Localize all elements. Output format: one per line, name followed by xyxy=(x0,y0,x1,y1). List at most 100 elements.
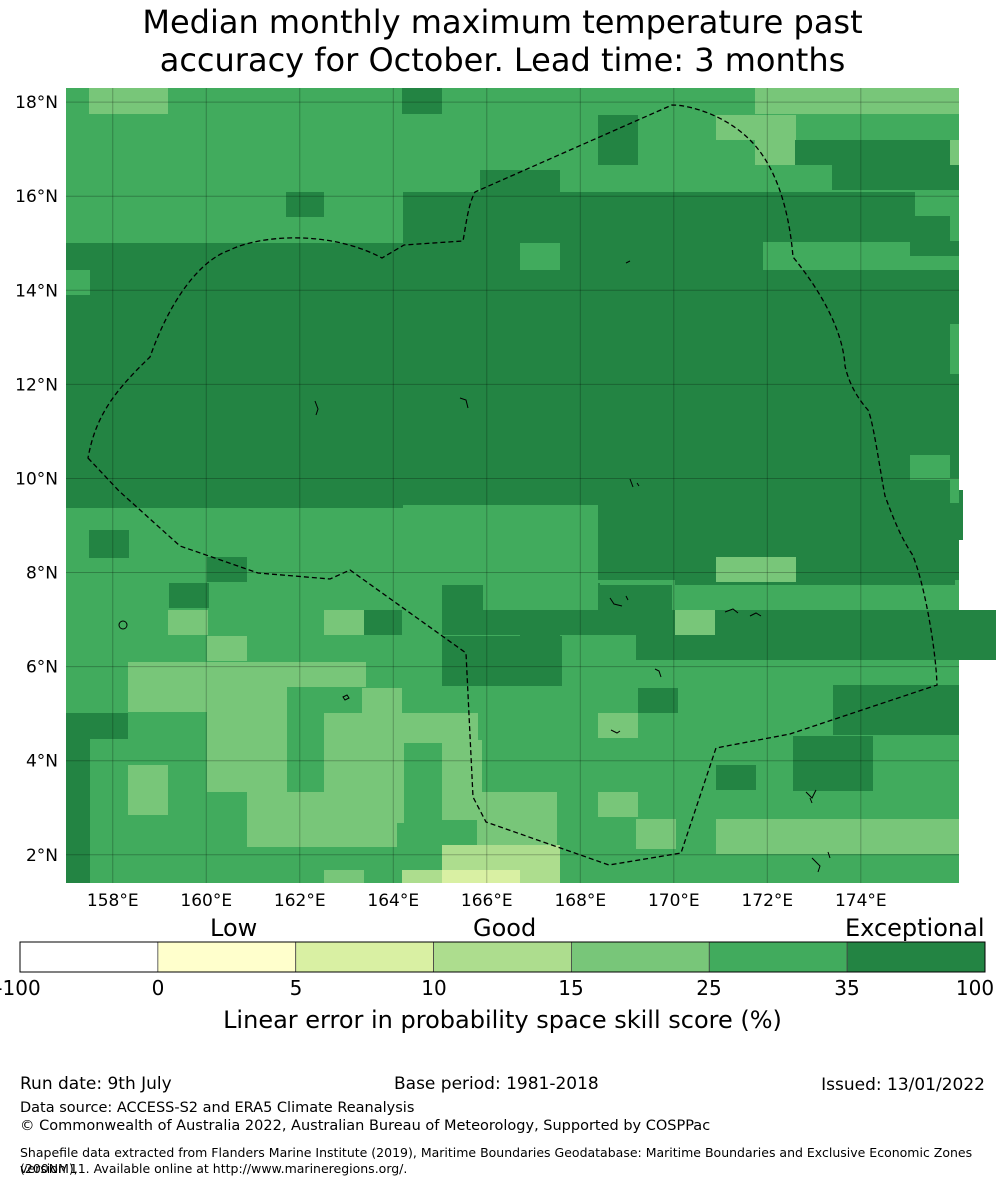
colorbar-segment xyxy=(295,941,434,973)
island xyxy=(625,260,631,264)
colorbar-segment xyxy=(19,941,159,973)
skill-cell xyxy=(480,170,560,210)
skill-cell xyxy=(755,140,795,165)
skill-cell xyxy=(636,819,676,849)
skill-cell xyxy=(442,636,562,686)
colorbar-segment xyxy=(708,941,848,973)
island-outlines xyxy=(118,260,831,873)
skill-cell xyxy=(950,478,959,503)
longitude-label: 158°E xyxy=(87,891,139,911)
island xyxy=(805,789,817,804)
colorbar-tick: 0 xyxy=(151,976,165,1000)
skill-cell xyxy=(128,662,208,712)
skill-cell xyxy=(520,845,560,883)
colorbar-frame xyxy=(19,941,986,973)
skill-cell xyxy=(716,819,959,854)
skill-cell xyxy=(910,455,950,480)
skill-cell xyxy=(675,610,715,635)
map-title-line-2: accuracy for October. Lead time: 3 month… xyxy=(159,41,846,79)
skill-cell xyxy=(207,636,247,661)
skill-cell xyxy=(286,662,366,687)
skill-cell xyxy=(560,192,675,222)
colorbar-segment xyxy=(433,941,572,973)
island xyxy=(811,851,831,873)
colorbar-tick: 10 xyxy=(421,976,447,1000)
island xyxy=(629,478,640,488)
latitude-label: 8°N xyxy=(26,564,58,584)
skill-grid xyxy=(66,88,996,883)
skill-cell xyxy=(950,140,959,165)
colorbar-tick: -100 xyxy=(0,976,41,1000)
skill-cell xyxy=(793,140,833,165)
island xyxy=(609,595,629,607)
longitude-label: 162°E xyxy=(274,891,326,911)
latitude-label: 14°N xyxy=(15,281,58,301)
skill-cell xyxy=(398,713,478,743)
data-source: Data source: ACCESS-S2 and ERA5 Climate … xyxy=(20,1100,415,1116)
latitude-label: 6°N xyxy=(26,658,58,678)
island xyxy=(314,400,319,416)
longitude-label: 160°E xyxy=(180,891,232,911)
skill-cell xyxy=(169,583,209,608)
latitude-labels: 18°N 16°N 14°N 12°N 10°N 8°N 6°N 4°N 2°N xyxy=(15,93,58,866)
skill-cell xyxy=(89,530,129,558)
skill-cell xyxy=(598,115,638,165)
shapefile-credit-line-2: version 11. Available online at http://w… xyxy=(20,1161,408,1176)
island xyxy=(118,620,128,630)
skill-cell xyxy=(832,140,912,190)
longitude-label: 166°E xyxy=(461,891,513,911)
skill-cell xyxy=(950,324,959,374)
graticule xyxy=(66,88,959,883)
skill-cell xyxy=(833,685,959,735)
longitude-label: 170°E xyxy=(648,891,700,911)
skill-cell xyxy=(89,88,129,114)
latitude-label: 10°N xyxy=(15,469,58,489)
skill-cell xyxy=(520,610,560,640)
colorbar-tick: 15 xyxy=(558,976,584,1000)
issued-date: Issued: 13/01/2022 xyxy=(821,1075,985,1095)
colorbar-segment xyxy=(846,941,986,973)
skill-cell xyxy=(483,505,598,610)
skill-cell xyxy=(477,792,557,847)
eez-boundary xyxy=(87,104,938,866)
skill-cell xyxy=(324,870,364,883)
skill-cell xyxy=(245,740,285,765)
skill-cell xyxy=(66,270,90,295)
skill-cell xyxy=(716,115,796,140)
island xyxy=(610,729,621,734)
longitude-label: 174°E xyxy=(835,891,887,911)
map-figure: 18°N 16°N 14°N 12°N 10°N 8°N 6°N 4°N 2°N 158°E 16… xyxy=(15,88,996,973)
skill-cell xyxy=(598,792,638,817)
colorbar-tick: 35 xyxy=(834,976,860,1000)
colorbar-segment xyxy=(571,941,710,973)
skill-cell xyxy=(832,243,872,270)
shapefile-credit-line-1: Shapefile data extracted from Flanders M… xyxy=(20,1145,973,1176)
colorbar-tick: 25 xyxy=(696,976,722,1000)
latitude-label: 18°N xyxy=(15,93,58,113)
skill-cell xyxy=(362,688,402,713)
category-good-label: Good xyxy=(473,914,537,942)
colorbar-segment xyxy=(157,941,297,973)
skill-cell xyxy=(207,557,247,582)
longitude-labels: 158°E 160°E 162°E 164°E 166°E 168°E 170°E 172°E… xyxy=(87,891,887,911)
skill-cell xyxy=(128,765,168,815)
island xyxy=(654,668,662,678)
skill-cell xyxy=(66,739,90,883)
skill-cell xyxy=(638,688,678,713)
skill-cell xyxy=(128,88,168,114)
latitude-label: 2°N xyxy=(26,846,58,866)
skill-cell xyxy=(207,662,287,792)
skill-cell xyxy=(66,713,128,739)
island xyxy=(459,397,469,409)
skill-cell xyxy=(168,610,208,635)
colorbar-tick: 100 xyxy=(955,976,995,1000)
latitude-label: 16°N xyxy=(15,187,58,207)
latitude-label: 12°N xyxy=(15,375,58,395)
skill-cell xyxy=(716,557,796,582)
base-period: Base period: 1981-2018 xyxy=(394,1074,599,1094)
skill-cell xyxy=(950,216,959,241)
skill-cell xyxy=(675,192,915,242)
skill-cell xyxy=(442,740,482,820)
skill-cell xyxy=(402,870,442,883)
skill-cell xyxy=(793,736,873,791)
